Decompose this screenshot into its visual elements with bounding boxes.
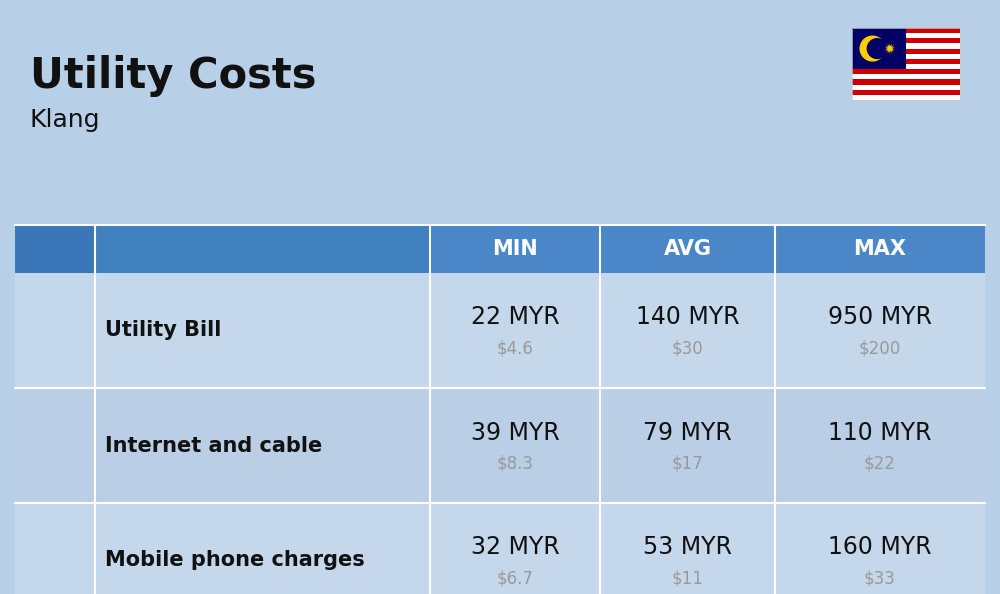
Text: MAX: MAX (854, 239, 906, 259)
Polygon shape (852, 53, 960, 59)
Text: $4.6: $4.6 (497, 340, 533, 358)
Text: 160 MYR: 160 MYR (828, 536, 932, 560)
Circle shape (860, 36, 885, 61)
Polygon shape (15, 273, 985, 388)
Text: MIN: MIN (492, 239, 538, 259)
Text: 39 MYR: 39 MYR (471, 421, 559, 444)
Polygon shape (852, 90, 960, 95)
Polygon shape (852, 64, 960, 69)
Polygon shape (852, 33, 960, 38)
Polygon shape (15, 388, 985, 503)
Text: Mobile phone charges: Mobile phone charges (105, 551, 365, 570)
Text: Internet and cable: Internet and cable (105, 435, 322, 456)
Text: 53 MYR: 53 MYR (643, 536, 732, 560)
Text: AVG: AVG (664, 239, 712, 259)
Text: $6.7: $6.7 (497, 570, 533, 587)
Polygon shape (852, 38, 960, 43)
Polygon shape (15, 225, 985, 273)
Polygon shape (852, 95, 960, 100)
Text: Klang: Klang (30, 108, 100, 132)
Polygon shape (852, 74, 960, 80)
Text: $30: $30 (672, 340, 703, 358)
Text: $11: $11 (672, 570, 703, 587)
Polygon shape (852, 28, 960, 33)
Text: $33: $33 (864, 570, 896, 587)
Text: $8.3: $8.3 (496, 454, 534, 472)
Polygon shape (852, 59, 960, 64)
Text: Utility Bill: Utility Bill (105, 321, 221, 340)
Text: 32 MYR: 32 MYR (471, 536, 559, 560)
Polygon shape (852, 84, 960, 90)
Text: $17: $17 (672, 454, 703, 472)
Text: 79 MYR: 79 MYR (643, 421, 732, 444)
Polygon shape (852, 69, 960, 74)
Polygon shape (15, 225, 95, 273)
Circle shape (867, 39, 887, 58)
Text: Utility Costs: Utility Costs (30, 55, 316, 97)
Polygon shape (852, 43, 960, 49)
Text: 110 MYR: 110 MYR (828, 421, 932, 444)
Polygon shape (852, 49, 960, 53)
Text: 950 MYR: 950 MYR (828, 305, 932, 330)
Text: $22: $22 (864, 454, 896, 472)
Polygon shape (95, 225, 430, 273)
Text: 22 MYR: 22 MYR (471, 305, 559, 330)
Polygon shape (852, 80, 960, 84)
Text: 140 MYR: 140 MYR (636, 305, 739, 330)
Polygon shape (15, 503, 985, 594)
Polygon shape (852, 28, 906, 69)
Text: $200: $200 (859, 340, 901, 358)
Polygon shape (885, 43, 895, 54)
